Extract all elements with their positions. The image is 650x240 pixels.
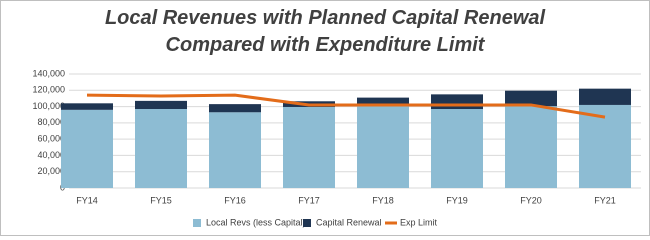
bar bbox=[431, 109, 483, 188]
bar bbox=[209, 112, 261, 188]
y-tick-label: 100,000 bbox=[32, 101, 65, 111]
y-tick-label: 40,000 bbox=[37, 150, 65, 160]
y-tick-label: 20,000 bbox=[37, 166, 65, 176]
bar bbox=[135, 109, 187, 188]
y-tick-label: 60,000 bbox=[37, 134, 65, 144]
legend-label: Capital Renewal bbox=[316, 217, 382, 227]
chart-title: Local Revenues with Planned Capital Rene… bbox=[104, 7, 546, 56]
legend-label: Exp Limit bbox=[400, 217, 438, 227]
chart: 020,00040,00060,00080,000100,000120,0001… bbox=[32, 68, 641, 227]
x-tick-label: FY18 bbox=[372, 195, 394, 205]
bar bbox=[61, 103, 113, 110]
y-tick-label: 80,000 bbox=[37, 117, 65, 127]
bar bbox=[357, 104, 409, 188]
line bbox=[86, 93, 606, 119]
bar bbox=[579, 88, 631, 105]
x-tick-label: FY20 bbox=[520, 195, 542, 205]
bar bbox=[431, 94, 483, 110]
bar bbox=[357, 97, 409, 105]
bar bbox=[579, 104, 631, 188]
legend-swatch bbox=[303, 219, 311, 227]
x-tick-label: FY14 bbox=[76, 195, 98, 205]
bar bbox=[209, 104, 261, 113]
bar bbox=[283, 106, 335, 188]
bar bbox=[135, 100, 187, 110]
bar bbox=[505, 106, 557, 188]
y-tick-label: 120,000 bbox=[32, 85, 65, 95]
y-tick-label: 140,000 bbox=[32, 68, 65, 78]
x-tick-label: FY17 bbox=[298, 195, 320, 205]
legend-label: Local Revs (less Capital) bbox=[206, 217, 306, 227]
x-tick-label: FY19 bbox=[446, 195, 468, 205]
title-box: Local Revenues with Planned Capital Rene… bbox=[1, 5, 649, 59]
bar bbox=[505, 90, 557, 107]
bar bbox=[61, 109, 113, 188]
x-tick-label: FY21 bbox=[594, 195, 616, 205]
legend-swatch bbox=[193, 219, 201, 227]
x-tick-label: FY16 bbox=[224, 195, 246, 205]
x-tick-label: FY15 bbox=[150, 195, 172, 205]
